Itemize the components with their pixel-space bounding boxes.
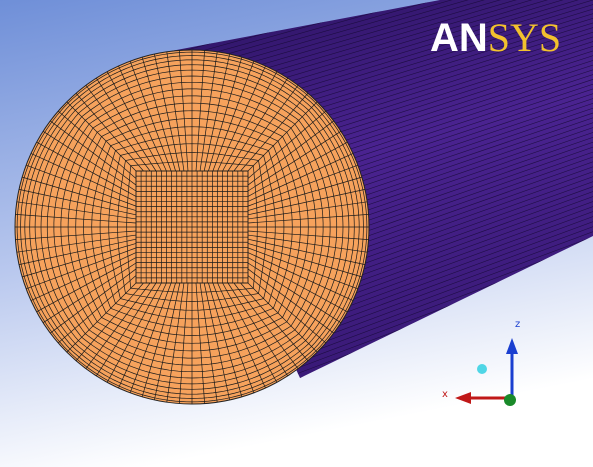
ring-mesh-line <box>40 75 344 379</box>
z-label: z <box>515 319 520 330</box>
ring-mesh-line <box>29 64 355 390</box>
ring-mesh-line <box>75 110 309 344</box>
ring-mesh-line <box>20 55 364 399</box>
cylinder-mesh-line <box>293 126 593 365</box>
ring-mesh-line <box>60 95 324 359</box>
cylinder-mesh-line <box>274 98 593 323</box>
ring-mesh-line <box>67 102 317 352</box>
logo: ANSYS <box>430 15 561 60</box>
x-arrow <box>455 392 471 404</box>
ring-mesh-line <box>53 88 331 366</box>
cylinder-mesh-line <box>280 107 593 337</box>
view-dot <box>477 364 487 374</box>
cylinder-mesh-line <box>160 0 593 79</box>
ring-mesh-line <box>117 152 267 302</box>
logo-sys: SYS <box>488 15 561 60</box>
axis-triad: z x <box>442 319 520 406</box>
ring-mesh-line <box>83 118 301 336</box>
cylinder-mesh-line <box>289 120 593 356</box>
cylinder-mesh-line <box>287 117 593 351</box>
cylinder-mesh-line <box>269 92 593 314</box>
ring-mesh-line <box>99 134 285 320</box>
x-label: x <box>442 389 448 400</box>
y-axis-dot <box>504 394 516 406</box>
cylinder-mesh-line <box>272 95 593 319</box>
ring-mesh-line <box>24 59 360 395</box>
logo-an: AN <box>430 16 488 60</box>
ring-mesh-line <box>91 126 293 328</box>
ring-mesh-line <box>108 143 276 311</box>
face-mesh <box>15 50 369 404</box>
cylinder-mesh-line <box>265 86 593 305</box>
ring-mesh-line <box>16 51 368 403</box>
cylinder-mesh-line <box>154 0 593 65</box>
cylinder-mesh-line <box>278 104 593 333</box>
cylinder-mesh-line <box>156 0 593 70</box>
cylinder-mesh-line <box>291 123 593 360</box>
z-arrow <box>506 338 518 354</box>
cylinder-mesh-line <box>267 89 593 310</box>
ring-mesh-line <box>46 81 338 373</box>
cylinder-mesh-line <box>282 111 593 342</box>
cylinder-mesh-line <box>276 101 593 328</box>
cylinder-mesh-line <box>284 114 593 346</box>
ring-mesh-line <box>126 161 258 293</box>
ring-mesh-line <box>34 69 350 385</box>
